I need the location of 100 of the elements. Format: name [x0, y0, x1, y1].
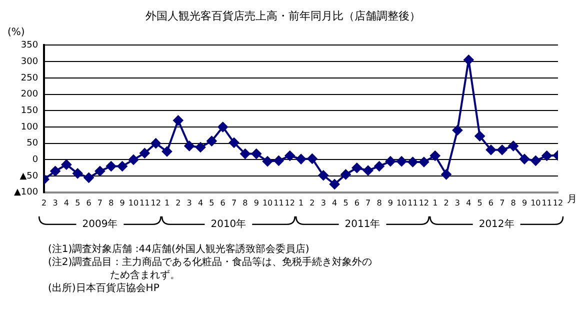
x-tick-label: 3	[320, 198, 326, 208]
x-tick-label: 5	[209, 198, 214, 208]
point	[318, 170, 328, 180]
y-axis-title: (%)	[7, 26, 25, 38]
point	[106, 161, 116, 172]
x-tick-label: 1	[432, 198, 438, 208]
point	[140, 148, 150, 158]
x-tick-label: 2	[444, 198, 449, 208]
x-tick-label: 12	[150, 198, 161, 208]
y-tick-label: 200	[20, 90, 38, 100]
point	[206, 136, 217, 146]
text: 2009年	[82, 218, 118, 230]
x-tick-label: 8	[376, 198, 382, 208]
point	[196, 142, 206, 152]
x-tick-label: 3	[52, 198, 58, 208]
x-tick-label: 11	[408, 198, 418, 208]
x-tick-label: 5	[477, 198, 482, 208]
y-tick-label: ▲50	[20, 171, 38, 182]
x-tick-label: 10	[262, 198, 273, 208]
point	[274, 156, 284, 166]
y-tick-label: 250	[20, 73, 38, 84]
point	[542, 150, 552, 161]
point	[530, 156, 541, 166]
point	[486, 144, 496, 155]
x-tick-label: 12	[418, 198, 430, 208]
point	[418, 156, 429, 167]
x-tick-label: 7	[500, 198, 505, 208]
point	[162, 146, 172, 157]
point	[430, 150, 440, 161]
point	[464, 54, 474, 65]
x-tick-label: 2	[310, 198, 315, 208]
point	[50, 166, 60, 176]
point	[452, 125, 462, 136]
x-tick-label: 7	[97, 198, 103, 208]
point	[408, 156, 418, 167]
x-tick-label: 3	[454, 198, 460, 208]
point	[94, 166, 105, 176]
point	[441, 169, 452, 180]
point	[72, 168, 83, 178]
point	[296, 154, 306, 164]
text: (注1)調査対象店舗 :44店舗(外国人観光客誘致部会委員店)	[48, 242, 310, 255]
point	[474, 131, 485, 142]
x-tick-label: 4	[466, 198, 472, 208]
x-tick-label: 7	[231, 198, 237, 208]
x-tick-label: 9	[120, 198, 125, 208]
x-tick-label: 4	[332, 198, 338, 208]
x-tick-label: 2	[42, 198, 47, 208]
y-tick-label: 150	[20, 106, 38, 116]
x-tick-label: 12	[284, 198, 295, 208]
x-tick-label: 10	[396, 198, 407, 208]
x-tick-label: 8	[510, 198, 516, 208]
point	[229, 138, 240, 148]
chart-title: 外国人観光客百貨店売上高・前年同月比（店舗調整後）	[146, 9, 420, 22]
x-tick-label: 8	[242, 198, 248, 208]
x-tick-label: 2	[176, 198, 181, 208]
point	[262, 156, 273, 166]
x-tick-label: 6	[86, 198, 92, 208]
x-tick-label: 5	[343, 198, 348, 208]
y-tick-label: 350	[20, 40, 38, 51]
x-tick-label: 11	[542, 198, 552, 208]
x-tick-label: 9	[388, 198, 393, 208]
x-tick-label: 1	[164, 198, 170, 208]
point	[396, 156, 407, 166]
point	[251, 148, 262, 159]
y-tick-label: 100	[20, 122, 38, 132]
x-tick-label: 10	[128, 198, 139, 208]
text: (出所)日本百貨店協会HP	[48, 282, 160, 294]
point	[117, 161, 128, 172]
text: 2010年	[210, 218, 246, 230]
x-tick-label: 4	[64, 198, 69, 208]
x-tick-label: 6	[220, 198, 226, 208]
x-tick-label: 3	[186, 198, 192, 208]
x-tick-label: 6	[354, 198, 360, 208]
point	[284, 150, 295, 161]
point	[385, 156, 396, 166]
y-tick-label: ▲100	[14, 188, 38, 198]
point	[150, 138, 161, 148]
point	[340, 169, 351, 180]
text: (注2)調査品目 : 主力商品である化粧品・食品等は、免税手続き対象外のため含まれず。	[48, 256, 372, 281]
point	[173, 115, 184, 126]
point	[84, 172, 94, 183]
point	[61, 160, 72, 170]
point	[508, 140, 518, 151]
y-tick-label: 300	[20, 56, 38, 67]
x-tick-label: 12	[552, 198, 564, 208]
point	[497, 144, 508, 155]
x-axis-title: 月	[567, 194, 577, 205]
x-tick-label: 5	[75, 198, 80, 208]
point	[307, 154, 318, 164]
x-tick-label: 1	[298, 198, 304, 208]
point	[352, 162, 362, 173]
x-tick-label: 11	[274, 198, 284, 208]
text: 2011年	[344, 218, 380, 230]
point	[184, 140, 194, 151]
x-tick-label: 11	[140, 198, 150, 208]
point	[374, 161, 384, 172]
x-tick-label: 10	[530, 198, 541, 208]
y-tick-label: 0	[32, 155, 38, 166]
x-tick-label: 7	[366, 198, 371, 208]
point	[330, 179, 340, 190]
